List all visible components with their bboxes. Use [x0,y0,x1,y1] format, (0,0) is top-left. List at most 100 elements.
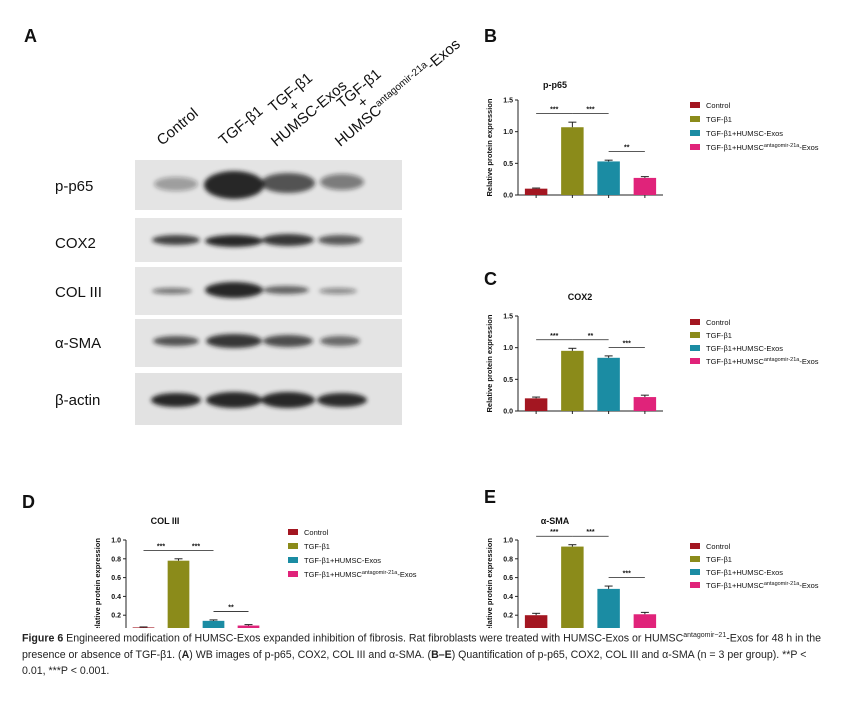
legend-swatch [690,582,700,588]
y-tick-label: 0.8 [503,556,513,563]
legend-label: TGF-β1+HUMSC-Exos [706,129,783,138]
legend-part: TGF-β1+HUMSC [706,581,764,590]
legend-part: -Exos [397,570,416,579]
caption-text: ) Quantification of p-p65, COX2, COL III… [22,648,807,677]
chart-title: α-SMA [541,516,570,526]
bar-chart: Bp-p65 Relative protein expression 0.0 0.5 1… [484,26,819,200]
bar [561,127,584,195]
legend-label: TGF-β1+HUMSCantagomir-21a-Exos [706,357,819,366]
legend-label: TGF-β1+HUMSC-Exos [706,568,783,577]
legend-swatch [690,543,700,549]
bar [561,350,584,411]
chart-title: COL III [151,516,180,526]
legend-sup: antagomir-21a [764,143,800,149]
legend-swatch [690,144,700,150]
caption-text: ) WB images of p-p65, COX2, COL III and … [189,648,432,661]
legend-sup: antagomir-21a [362,570,398,576]
y-tick-label: 0.4 [503,594,513,601]
caption-label: Figure 6 [22,632,64,645]
legend-label: TGF-β1+HUMSCantagomir-21a-Exos [304,570,417,579]
y-axis-label: Relative protein expression [485,538,494,628]
legend-swatch [288,543,298,549]
blot-label: COL III [55,284,102,301]
lane-label: TGF-β1 [216,103,267,149]
bar [597,357,620,411]
significance-label: *** [586,107,594,114]
legend-label: TGF-β1 [706,555,732,564]
blot-label: COX2 [55,235,96,252]
panel-letter: B [484,26,497,46]
caption-text: Engineered modification of HUMSC-Exos ex… [66,632,684,645]
panel-letter: E [484,487,496,507]
y-tick-label: 0.4 [111,594,121,601]
legend-swatch [288,529,298,535]
bar [524,188,548,195]
legend-part: TGF-β1+HUMSC [304,570,362,579]
y-tick-label: 0.2 [503,613,513,620]
panel-letter: C [484,269,497,289]
blot-label: p-p65 [55,178,93,195]
significance-label: *** [550,529,558,536]
y-tick-label: 0.6 [503,575,513,582]
label-sup: antagomir-21a [373,59,430,109]
panel-letter: A [24,26,37,46]
figure-graphics: A Control TGF-β1 TGF-β1 + HUMSC-Exos TGF… [22,26,819,628]
legend-swatch [690,345,700,351]
significance-label: *** [623,340,631,347]
label-part: HUMSC [332,102,385,150]
significance-label: ** [588,333,594,340]
legend-label: Control [706,542,731,551]
y-tick-label: 0.0 [503,409,513,416]
legend-part: TGF-β1+HUMSC [706,357,764,366]
bar-chart: C COX2 Relative protein expression 0.0 0.5 1.… [484,269,819,416]
bar [633,177,657,195]
legend-label: TGF-β1+HUMSC-Exos [706,344,783,353]
significance-label: *** [550,107,558,114]
lane-label: Control [154,105,202,149]
blot-label: β-actin [55,392,100,409]
chart-title: p-p65 [543,80,567,90]
significance-label: *** [550,333,558,340]
western-blot [135,160,402,425]
y-tick-label: 1.5 [503,314,513,321]
y-tick-label: 1.0 [111,538,121,545]
legend-sup: antagomir-21a [764,357,800,363]
y-axis-label: Relative protein expression [93,538,102,628]
legend-part: TGF-β1+HUMSC [706,143,764,152]
legend-sup: antagomir-21a [764,581,800,587]
y-tick-label: 0.5 [503,161,513,168]
bar [132,627,155,628]
y-tick-label: 0.2 [111,613,121,620]
legend-swatch [690,569,700,575]
bar [524,615,548,628]
bar [597,161,620,195]
caption-sup: antagomir−21 [683,632,727,639]
y-tick-label: 1.0 [503,538,513,545]
significance-label: ** [228,604,234,611]
y-axis-label: Relative protein expression [485,98,494,196]
y-tick-label: 0.0 [503,193,513,200]
y-tick-label: 0.6 [111,575,121,582]
legend-part: -Exos [799,357,818,366]
y-axis-label: Relative protein expression [485,314,494,412]
significance-label: *** [586,529,594,536]
significance-label: *** [157,543,165,550]
legend-label: TGF-β1+HUMSCantagomir-21a-Exos [706,581,819,590]
legend-swatch [690,116,700,122]
significance-label: ** [624,145,630,152]
significance-label: *** [623,571,631,578]
y-tick-label: 1.5 [503,98,513,105]
bar [524,398,548,411]
caption-ref: B–E [431,648,452,661]
legend-swatch [690,556,700,562]
legend-swatch [288,557,298,563]
bar [237,625,260,628]
legend-part: -Exos [799,143,818,152]
legend-part: -Exos [799,581,818,590]
bar [202,620,225,628]
chart-title: COX2 [568,292,593,302]
legend-label: Control [706,101,731,110]
y-tick-label: 1.0 [503,129,513,136]
legend-label: Control [304,528,329,537]
